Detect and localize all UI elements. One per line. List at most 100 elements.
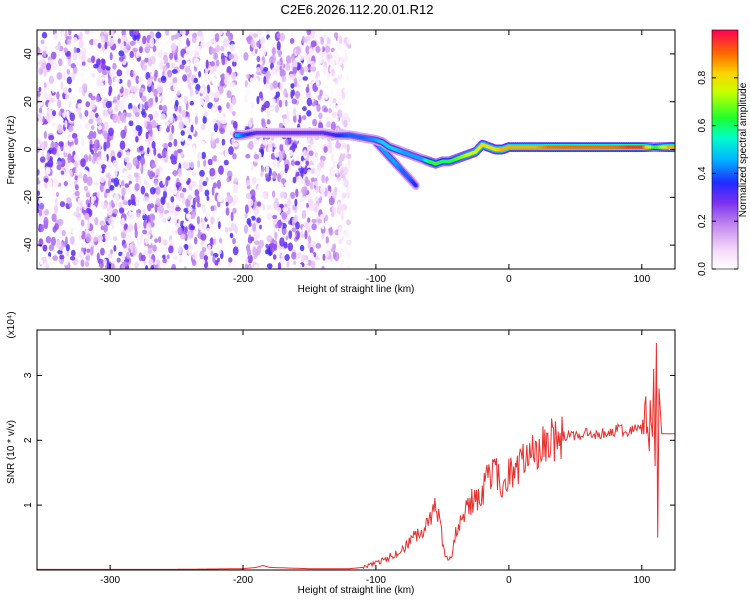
- noise-speckle: [303, 259, 309, 265]
- noise-speckle: [154, 179, 158, 187]
- noise-speckle: [232, 121, 238, 129]
- noise-speckle: [219, 127, 226, 134]
- noise-speckle: [38, 86, 42, 93]
- noise-speckle: [169, 52, 174, 60]
- noise-speckle: [139, 102, 143, 112]
- noise-speckle: [116, 257, 121, 263]
- noise-speckle: [177, 37, 183, 47]
- noise-speckle: [284, 182, 290, 187]
- noise-speckle: [323, 90, 330, 100]
- noise-speckle: [206, 195, 210, 201]
- noise-speckle: [212, 182, 217, 189]
- noise-speckle: [343, 46, 349, 54]
- noise-speckle: [204, 189, 210, 197]
- noise-speckle: [212, 155, 218, 162]
- noise-speckle: [114, 77, 120, 84]
- noise-speckle: [95, 246, 100, 251]
- snr-y-tick-label: 1: [23, 502, 34, 508]
- noise-speckle: [296, 114, 299, 121]
- noise-speckle: [314, 31, 320, 41]
- noise-speckle: [96, 252, 100, 262]
- noise-speckle: [219, 97, 225, 104]
- noise-speckle: [130, 40, 136, 46]
- noise-speckle: [331, 152, 335, 163]
- noise-speckle: [80, 158, 86, 168]
- noise-speckle: [233, 194, 239, 204]
- noise-speckle: [297, 251, 302, 259]
- noise-speckle: [158, 213, 164, 219]
- noise-speckle: [320, 192, 325, 198]
- noise-speckle: [205, 210, 211, 220]
- noise-speckle: [135, 75, 140, 84]
- noise-speckle: [158, 236, 162, 244]
- noise-speckle: [233, 259, 238, 269]
- noise-speckle: [325, 45, 331, 54]
- noise-speckle: [107, 253, 113, 259]
- noise-speckle: [297, 202, 304, 207]
- noise-speckle: [98, 166, 103, 173]
- noise-speckle: [310, 177, 315, 183]
- noise-speckle: [253, 77, 259, 85]
- noise-speckle: [151, 163, 157, 169]
- noise-speckle: [197, 30, 203, 37]
- noise-speckle: [56, 91, 60, 100]
- noise-speckle: [166, 127, 170, 133]
- noise-speckle: [343, 167, 349, 176]
- noise-speckle: [308, 235, 312, 244]
- noise-speckle: [124, 156, 130, 163]
- noise-speckle: [280, 170, 284, 176]
- noise-speckle: [89, 246, 94, 256]
- noise-speckle: [189, 87, 193, 97]
- noise-speckle: [274, 231, 278, 240]
- noise-speckle: [76, 206, 80, 213]
- noise-speckle: [221, 56, 226, 66]
- noise-speckle: [276, 60, 281, 66]
- noise-speckle: [187, 206, 193, 213]
- noise-speckle: [201, 221, 205, 229]
- noise-speckle: [228, 227, 233, 232]
- noise-speckle: [144, 45, 150, 54]
- noise-speckle: [301, 35, 306, 44]
- noise-speckle: [143, 164, 147, 174]
- noise-speckle: [203, 255, 208, 261]
- noise-speckle: [328, 107, 333, 114]
- noise-speckle: [47, 101, 54, 110]
- signal-track-layer: [232, 127, 675, 191]
- noise-speckle: [341, 92, 346, 100]
- noise-speckle: [101, 164, 107, 170]
- noise-speckle: [119, 112, 126, 122]
- noise-speckle: [180, 130, 185, 136]
- noise-speckle: [53, 177, 60, 187]
- noise-speckle: [274, 104, 279, 113]
- snr-x-tick-label: -200: [233, 575, 253, 586]
- noise-speckle: [54, 45, 61, 51]
- noise-speckle: [188, 33, 192, 42]
- noise-speckle: [310, 260, 316, 269]
- noise-speckle: [319, 57, 325, 63]
- noise-speckle: [126, 251, 130, 260]
- noise-speckle: [80, 259, 85, 268]
- noise-speckle: [261, 44, 266, 54]
- noise-speckle: [295, 188, 299, 198]
- spectrogram-x-tick-label: -300: [100, 274, 120, 285]
- noise-speckle: [186, 61, 191, 67]
- noise-speckle: [143, 120, 147, 129]
- noise-speckle: [170, 43, 177, 52]
- noise-speckle: [201, 151, 206, 160]
- noise-speckle: [275, 141, 280, 149]
- noise-speckle: [309, 66, 313, 71]
- noise-speckle: [249, 117, 254, 125]
- noise-speckle: [250, 215, 256, 221]
- colorbar: 0.0 0.2 0.4 0.6 0.8 Normalized spectral ampl…: [697, 29, 749, 276]
- noise-speckle: [66, 110, 70, 119]
- noise-speckle: [168, 202, 173, 210]
- noise-speckle: [315, 243, 322, 249]
- noise-speckle: [264, 221, 268, 226]
- noise-speckle: [287, 242, 293, 252]
- noise-speckle: [201, 83, 206, 89]
- noise-speckle: [210, 205, 215, 212]
- noise-speckle: [43, 180, 49, 189]
- noise-speckle: [74, 137, 79, 146]
- noise-speckle: [85, 233, 92, 243]
- noise-speckle: [99, 175, 106, 183]
